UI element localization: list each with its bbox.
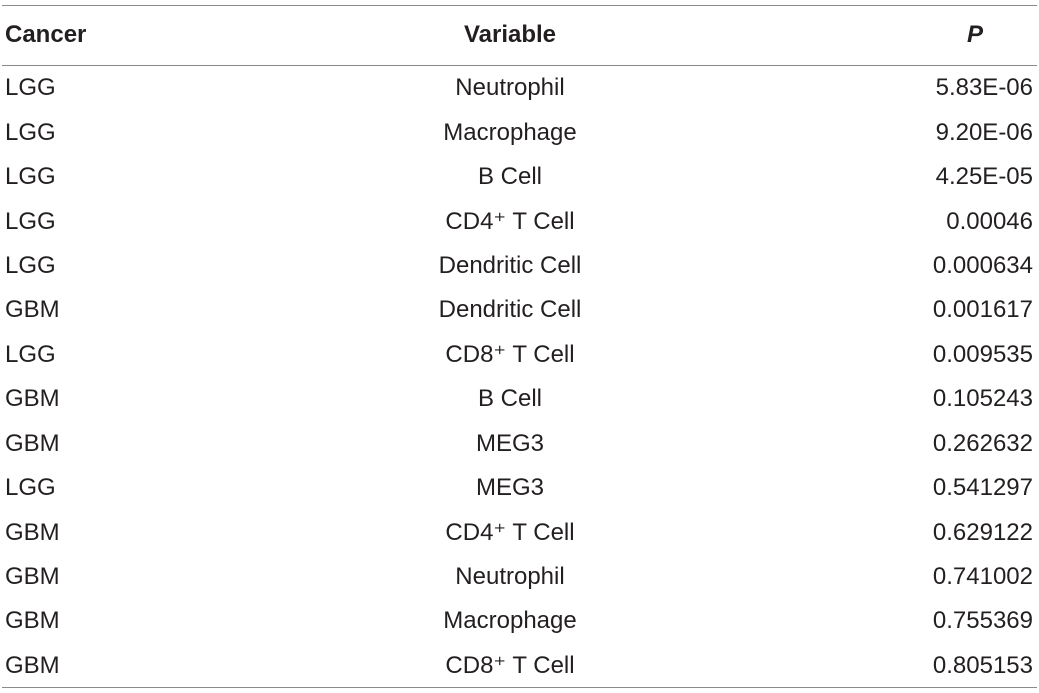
p-value-cell: 0.629122 [932, 518, 1033, 546]
cancer-cell: LGG [5, 118, 56, 146]
top-rule [2, 5, 1037, 6]
p-value-cell: 0.009535 [932, 340, 1033, 368]
p-value-cell: 0.00046 [946, 207, 1033, 235]
p-value-cell: 0.105243 [932, 385, 1033, 413]
header-variable: Variable [463, 21, 557, 48]
p-value-cell: 0.000634 [932, 251, 1033, 279]
p-value-cell: 0.741002 [932, 562, 1033, 590]
variable-cell: MEG3 [475, 429, 545, 457]
variable-cell: Macrophage [443, 607, 577, 635]
p-value-cell: 5.83E-06 [935, 74, 1033, 102]
cancer-cell: LGG [5, 163, 56, 191]
variable-cell: Neutrophil [455, 562, 565, 590]
variable-cell: CD8⁺ T Cell [445, 340, 575, 368]
variable-cell: Neutrophil [455, 74, 565, 102]
p-value-cell: 0.805153 [932, 651, 1033, 679]
variable-cell: CD4⁺ T Cell [445, 207, 575, 235]
header-rule [2, 65, 1037, 66]
cancer-cell: GBM [5, 651, 60, 679]
p-value-cell: 0.262632 [932, 429, 1033, 457]
cancer-cell: LGG [5, 74, 56, 102]
variable-cell: Macrophage [443, 118, 577, 146]
header-cancer: Cancer [5, 21, 87, 48]
p-value-cell: 9.20E-06 [935, 118, 1033, 146]
cancer-cell: GBM [5, 518, 60, 546]
variable-cell: Dendritic Cell [438, 296, 582, 324]
cancer-cell: GBM [5, 296, 60, 324]
p-value-cell: 0.001617 [932, 296, 1033, 324]
cancer-cell: LGG [5, 340, 56, 368]
cancer-cell: GBM [5, 607, 60, 635]
cancer-cell: GBM [5, 429, 60, 457]
p-value-cell: 4.25E-05 [935, 163, 1033, 191]
variable-cell: Dendritic Cell [438, 251, 582, 279]
cancer-cell: GBM [5, 385, 60, 413]
variable-cell: CD8⁺ T Cell [445, 651, 575, 679]
cancer-cell: LGG [5, 251, 56, 279]
variable-cell: CD4⁺ T Cell [445, 518, 575, 546]
variable-cell: B Cell [477, 385, 543, 413]
header-p-value: P [966, 21, 983, 48]
cancer-cell: LGG [5, 474, 56, 502]
bottom-rule [2, 687, 1037, 688]
cancer-cell: GBM [5, 562, 60, 590]
variable-cell: B Cell [477, 163, 543, 191]
p-value-cell: 0.541297 [932, 474, 1033, 502]
variable-cell: MEG3 [475, 474, 545, 502]
cancer-cell: LGG [5, 207, 56, 235]
p-value-cell: 0.755369 [932, 607, 1033, 635]
